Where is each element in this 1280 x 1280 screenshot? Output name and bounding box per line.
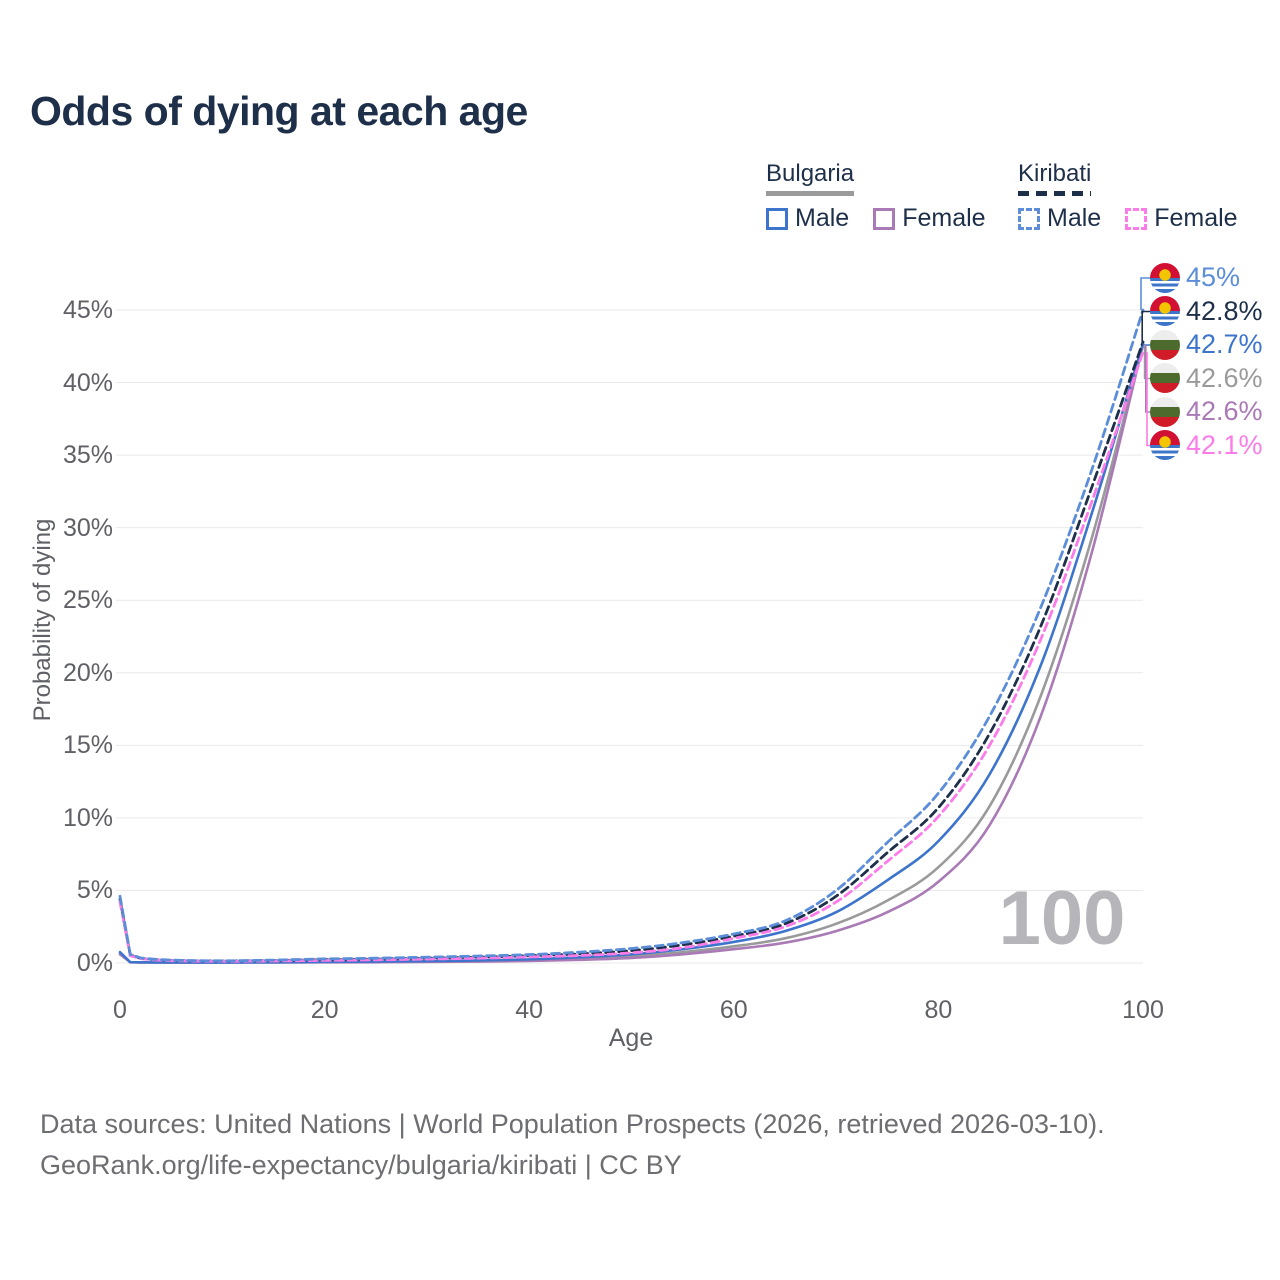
end-label-connector xyxy=(1140,277,1151,310)
end-label-bg_female: 42.6% xyxy=(1150,396,1263,427)
legend-item-kiribati-male[interactable]: Male xyxy=(1018,204,1101,233)
y-tick-label: 25% xyxy=(62,586,113,615)
x-tick-label: 40 xyxy=(515,996,544,1024)
end-label-connector xyxy=(1141,310,1151,342)
bulgaria-flag-icon xyxy=(1150,363,1180,393)
footer-sources: Data sources: United Nations | World Pop… xyxy=(40,1109,1105,1139)
end-label-bg_male: 42.7% xyxy=(1150,329,1263,360)
footer: Data sources: United Nations | World Pop… xyxy=(40,1104,1105,1186)
footer-attribution: GeoRank.org/life-expectancy/bulgaria/kir… xyxy=(40,1150,682,1180)
end-label-connector xyxy=(1146,352,1151,447)
end-label-value: 42.7% xyxy=(1186,329,1263,359)
legend-item-label: Female xyxy=(1154,204,1238,232)
x-axis-title: Age xyxy=(608,1024,654,1052)
legend-item-label: Female xyxy=(902,204,986,232)
kiribati-flag-icon xyxy=(1150,262,1180,293)
series-line-ki_both[interactable] xyxy=(118,340,1145,963)
end-label-value: 42.1% xyxy=(1186,429,1263,460)
y-tick-label: 15% xyxy=(62,731,113,760)
x-tick-label: 80 xyxy=(924,996,953,1024)
kiribati-combined-line-swatch xyxy=(1018,191,1092,196)
legend-country-kiribati[interactable]: Kiribati xyxy=(1018,160,1092,187)
legend-group-kiribati: Kiribati Male Female xyxy=(1018,160,1252,233)
y-tick-label: 45% xyxy=(62,296,113,324)
legend-item-kiribati-female[interactable]: Female xyxy=(1125,204,1238,233)
bulgaria-female-swatch xyxy=(873,207,896,230)
legend: Bulgaria Male Female Kiribati xyxy=(0,160,1280,250)
bulgaria-flag-icon xyxy=(1150,396,1180,427)
legend-item-label: Male xyxy=(795,204,850,232)
x-tick-label: 20 xyxy=(310,996,339,1024)
end-label-bg_both: 42.6% xyxy=(1150,363,1263,394)
end-label-connector xyxy=(1145,344,1151,413)
x-tick-label: 100 xyxy=(1122,996,1164,1024)
legend-item-bulgaria-male[interactable]: Male xyxy=(766,204,849,233)
bulgaria-combined-line-swatch xyxy=(766,191,855,196)
chart-title: Odds of dying at each age xyxy=(30,88,528,134)
legend-country-bulgaria[interactable]: Bulgaria xyxy=(766,160,855,187)
y-tick-label: 20% xyxy=(62,658,113,687)
series-line-bg_female[interactable] xyxy=(118,343,1145,964)
end-label-connector xyxy=(1142,343,1151,346)
bulgaria-flag-icon xyxy=(1150,329,1180,360)
kiribati-flag-icon xyxy=(1150,296,1180,326)
kiribati-male-swatch xyxy=(1018,207,1040,230)
series-line-bg_both[interactable] xyxy=(118,343,1145,964)
y-tick-label: 0% xyxy=(76,949,113,977)
end-label-value: 42.6% xyxy=(1186,362,1263,393)
legend-group-bulgaria: Bulgaria Male Female xyxy=(766,160,1000,233)
kiribati-flag-icon xyxy=(1150,430,1180,460)
end-label-ki_female: 42.1% xyxy=(1150,430,1263,461)
end-label-value: 42.8% xyxy=(1186,295,1263,326)
end-label-value: 45% xyxy=(1186,262,1241,292)
end-label-connector xyxy=(1143,344,1151,380)
end-label-value: 42.6% xyxy=(1186,396,1263,426)
end-label-ki_male: 45% xyxy=(1150,262,1240,293)
kiribati-female-swatch xyxy=(1125,207,1148,230)
end-label-ki_both: 42.8% xyxy=(1150,296,1263,327)
y-tick-label: 30% xyxy=(62,513,113,542)
y-tick-label: 40% xyxy=(62,368,113,397)
y-axis-title: Probability of dying xyxy=(29,518,56,722)
series-line-ki_male[interactable] xyxy=(118,308,1145,963)
x-tick-label: 0 xyxy=(113,996,127,1024)
legend-item-bulgaria-female[interactable]: Female xyxy=(873,204,986,233)
series-line-bg_male[interactable] xyxy=(118,342,1145,964)
watermark-age: 100 xyxy=(999,876,1126,961)
y-tick-label: 10% xyxy=(62,803,113,832)
y-tick-label: 35% xyxy=(62,441,113,470)
bulgaria-male-swatch xyxy=(766,207,788,230)
y-tick-label: 5% xyxy=(76,876,113,905)
x-tick-label: 60 xyxy=(719,996,748,1024)
series-line-ki_female[interactable] xyxy=(118,350,1145,963)
legend-item-label: Male xyxy=(1047,204,1102,232)
